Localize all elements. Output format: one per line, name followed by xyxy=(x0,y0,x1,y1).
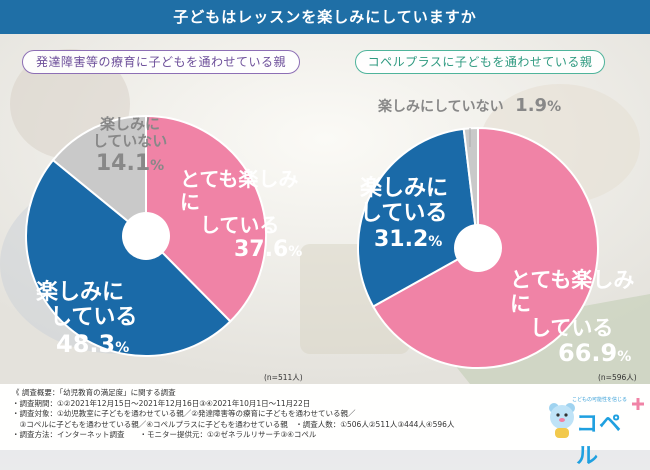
plus-icon xyxy=(632,398,644,410)
logo-name: コペル xyxy=(576,412,623,469)
label-line: 楽しみにしていない xyxy=(378,99,504,115)
left-chart-title: 発達障害等の療育に子どもを通わせている親 xyxy=(22,50,300,74)
note-line: ・調査期間：①②2021年12月15日～2021年12月16日③④2021年10… xyxy=(12,398,311,408)
pct-value: 48.3 xyxy=(56,329,116,358)
pct-value: 14.1 xyxy=(95,150,151,176)
label-line: している xyxy=(50,305,138,331)
label-line: 楽しみに xyxy=(36,280,125,305)
copel-logo: こどもの可能性を信じる コペル xyxy=(548,392,644,469)
chart-header-title: 子どもはレッスンを楽しみにしていますか xyxy=(0,0,650,34)
left-n-label: (n=511人) xyxy=(264,373,303,382)
label-line: していない xyxy=(92,132,168,151)
left-pie-hole xyxy=(122,212,170,260)
note-line: ③コペルに子どもを通わせている親／④コペルプラスに子どもを通わせている親 ・調査… xyxy=(12,419,455,429)
left-pie-slice-0 xyxy=(145,114,267,323)
note-line: ・調査対象：①幼児教室に子どもを通わせている親／②発達障害等の療育に子どもを通わ… xyxy=(12,409,356,418)
pct-value: 1.9 xyxy=(515,95,548,116)
pct-value: 66.9 xyxy=(558,339,618,368)
right-chart-title: コペルプラスに子どもを通わせている親 xyxy=(355,50,605,74)
left-pie xyxy=(25,114,267,357)
right-label-looking-forward: 楽しみに している 31.2% xyxy=(360,176,470,252)
note-line: ・調査方法：インターネット調査 ・モニター提供元：①②ゼネラルリサーチ③④コペル xyxy=(12,430,317,439)
footer-panel xyxy=(0,384,650,450)
right-label-very-looking-forward: とても楽しみに している 66.9% xyxy=(510,268,650,368)
label-line: している xyxy=(200,213,280,237)
label-line: している xyxy=(530,316,614,341)
label-line: とても楽しみに xyxy=(180,167,299,214)
label-line: 楽しみに xyxy=(360,176,449,201)
note-line: 《 調査概要：「幼児教育の満足度」に関する調査 xyxy=(12,388,176,397)
right-pie-slice-1 xyxy=(357,127,480,308)
left-label-very-looking-forward: とても楽しみに している 37.6% xyxy=(180,167,303,263)
right-label-not-looking-forward: 楽しみにしていない 1.9% xyxy=(378,95,562,116)
label-line: している xyxy=(360,201,448,227)
left-pie-slice-1 xyxy=(25,158,232,357)
label-line: とても楽しみに xyxy=(510,268,635,317)
pct-value: 37.6 xyxy=(234,237,289,262)
right-pie-slice-2 xyxy=(462,126,479,249)
left-label-not-looking-forward: 楽しみに していない 14.1% xyxy=(80,115,180,176)
right-pie-hole xyxy=(454,224,502,272)
logo-tagline: こどもの可能性を信じる xyxy=(572,397,628,403)
bear-mascot-icon xyxy=(549,403,575,438)
label-line: 楽しみに xyxy=(99,115,160,133)
left-pie-slice-2 xyxy=(51,114,147,239)
left-label-looking-forward: 楽しみに している 48.3% xyxy=(36,280,146,358)
survey-notes: 《 調査概要：「幼児教育の満足度」に関する調査 ・調査期間：①②2021年12月… xyxy=(12,388,532,441)
pie-charts xyxy=(25,114,599,369)
pct-value: 31.2 xyxy=(374,226,429,252)
right-n-label: (n=596人) xyxy=(598,373,637,382)
